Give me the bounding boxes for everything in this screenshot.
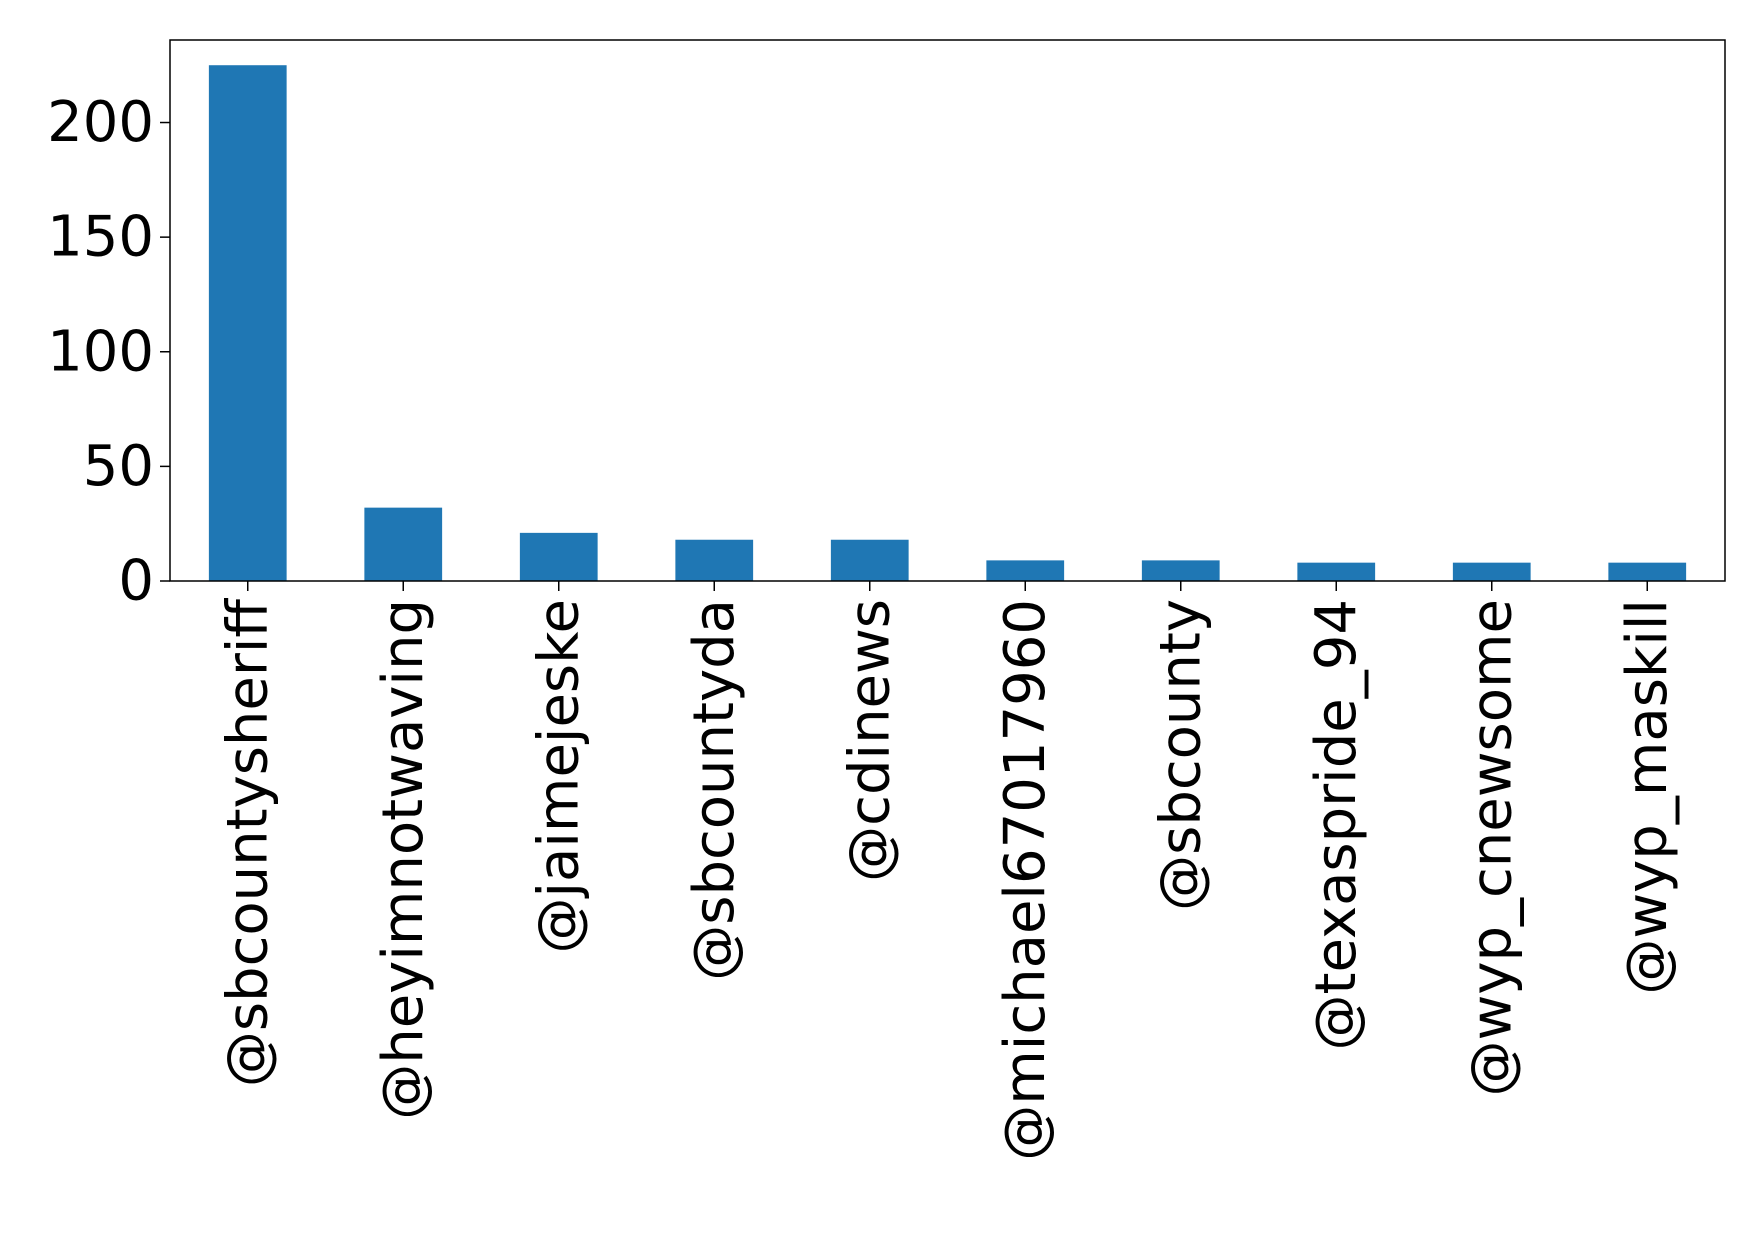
bar-wyp-cnewsome bbox=[1452, 562, 1531, 581]
x-tick-label: @jaimejeske bbox=[526, 599, 591, 954]
x-tick-label: @cdinews bbox=[837, 599, 902, 882]
x-tick-label: @sbcountysheriff bbox=[215, 598, 280, 1088]
x-tick-label: @heyimnotwaving bbox=[371, 599, 436, 1120]
x-tick-label: @wyp_cnewsome bbox=[1459, 599, 1524, 1096]
x-tick-label: @sbcountyda bbox=[682, 599, 747, 981]
y-tick-label: 50 bbox=[83, 434, 154, 499]
bar-sbcounty bbox=[1141, 560, 1220, 581]
plot-frame bbox=[169, 39, 1726, 582]
bars-group bbox=[208, 65, 1687, 581]
bar-sbcountyda bbox=[675, 539, 754, 581]
bar-wyp-maskill bbox=[1608, 562, 1687, 581]
bar-michael67017960 bbox=[986, 560, 1065, 581]
bar-texaspride-94 bbox=[1297, 562, 1376, 581]
y-tick-label: 150 bbox=[47, 205, 154, 270]
bar-jaimejeske bbox=[519, 532, 598, 581]
y-tick-label: 200 bbox=[47, 90, 154, 155]
bar-heyimnotwaving bbox=[364, 507, 443, 581]
y-axis: 0 50 100 150 200 bbox=[47, 90, 170, 614]
x-tick-label: @wyp_maskill bbox=[1615, 599, 1680, 995]
x-tick-label: @sbcounty bbox=[1148, 599, 1213, 911]
x-tick-label: @michael67017960 bbox=[993, 599, 1058, 1161]
x-tick-label: @texaspride_94 bbox=[1304, 599, 1369, 1050]
y-tick-label: 100 bbox=[47, 319, 154, 384]
y-tick-label: 0 bbox=[118, 549, 154, 614]
x-axis: @sbcountysheriff @heyimnotwaving @jaimejes… bbox=[215, 581, 1680, 1161]
bar-sbcountysheriff bbox=[208, 65, 287, 581]
bar-cdinews bbox=[830, 539, 909, 581]
